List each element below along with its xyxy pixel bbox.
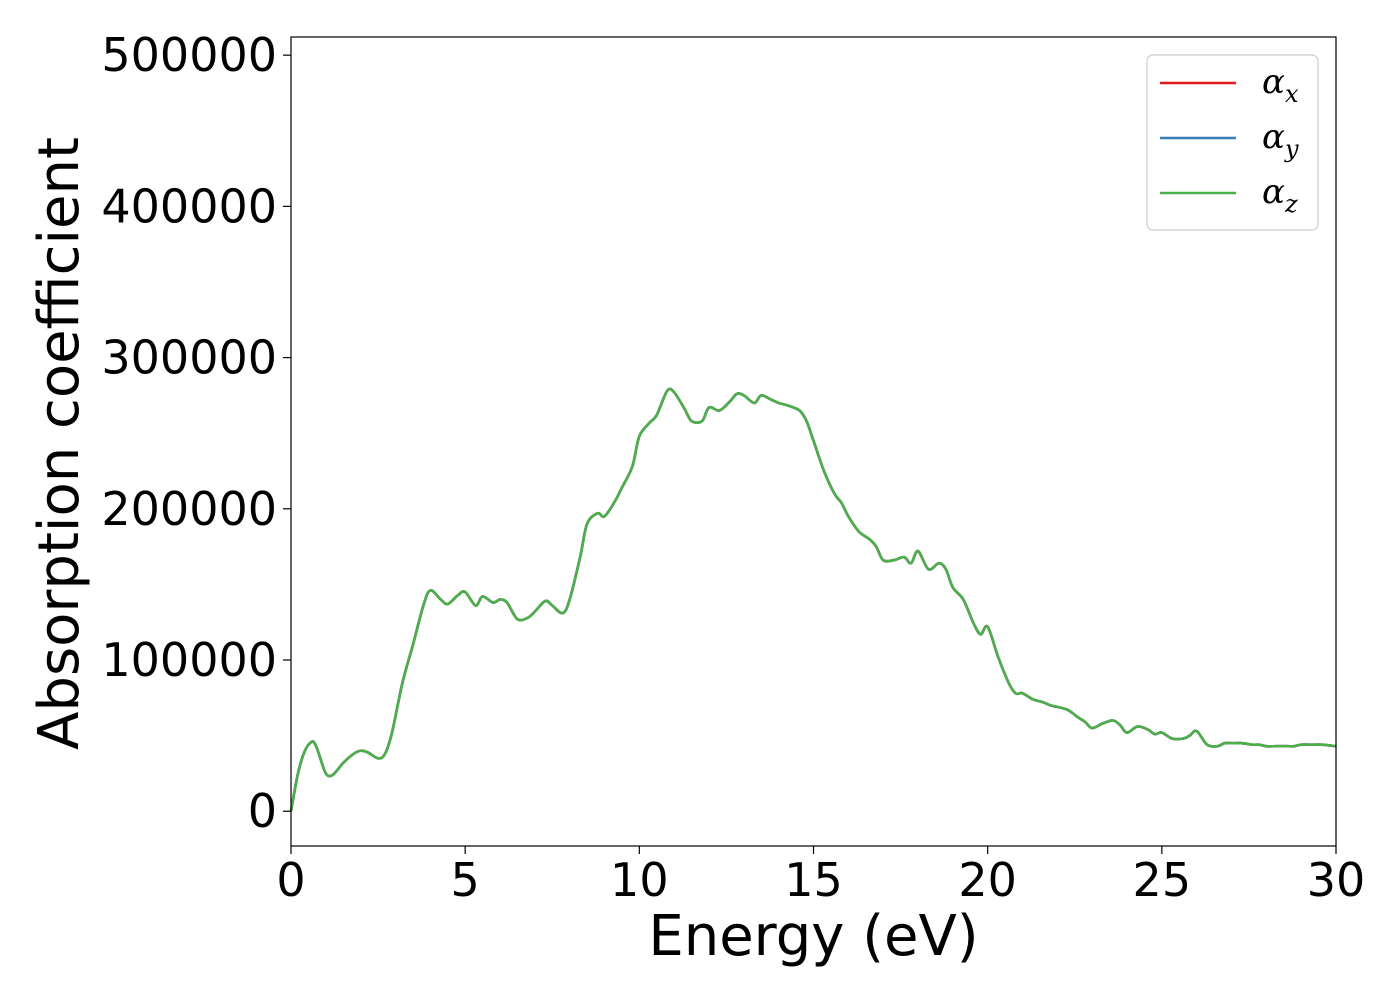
x-tick-label: 10 (610, 853, 669, 907)
x-tick-label: 5 (451, 853, 480, 907)
x-axis-ticks: 0 5 10 15 20 25 30 (276, 846, 1365, 907)
series-line-y (289, 387, 1337, 812)
x-tick-label: 0 (276, 853, 305, 907)
y-tick-label: 300000 (101, 331, 277, 385)
x-tick-label: 25 (1133, 853, 1192, 907)
series-lines (289, 387, 1337, 812)
x-tick-label: 30 (1307, 853, 1366, 907)
x-tick-label: 20 (958, 853, 1017, 907)
y-tick-label: 100000 (101, 633, 277, 687)
y-axis-label: Absorption coefficient (27, 137, 92, 750)
legend: αx αy αz (1146, 54, 1319, 231)
legend-box (1146, 54, 1319, 231)
legend-label-y: αy (1262, 117, 1299, 163)
x-tick-label: 15 (784, 853, 843, 907)
y-tick-label: 0 (248, 784, 277, 838)
series-line-z (289, 387, 1337, 812)
legend-label-z: αz (1262, 172, 1298, 218)
legend-label-x: αx (1262, 62, 1299, 108)
series-line-x (289, 387, 1337, 812)
y-tick-label: 400000 (101, 179, 277, 233)
y-axis-ticks: 0 100000 200000 300000 400000 500000 (101, 28, 291, 838)
x-axis-label: Energy (eV) (648, 904, 978, 969)
y-tick-label: 200000 (101, 482, 277, 536)
y-tick-label: 500000 (101, 28, 277, 82)
